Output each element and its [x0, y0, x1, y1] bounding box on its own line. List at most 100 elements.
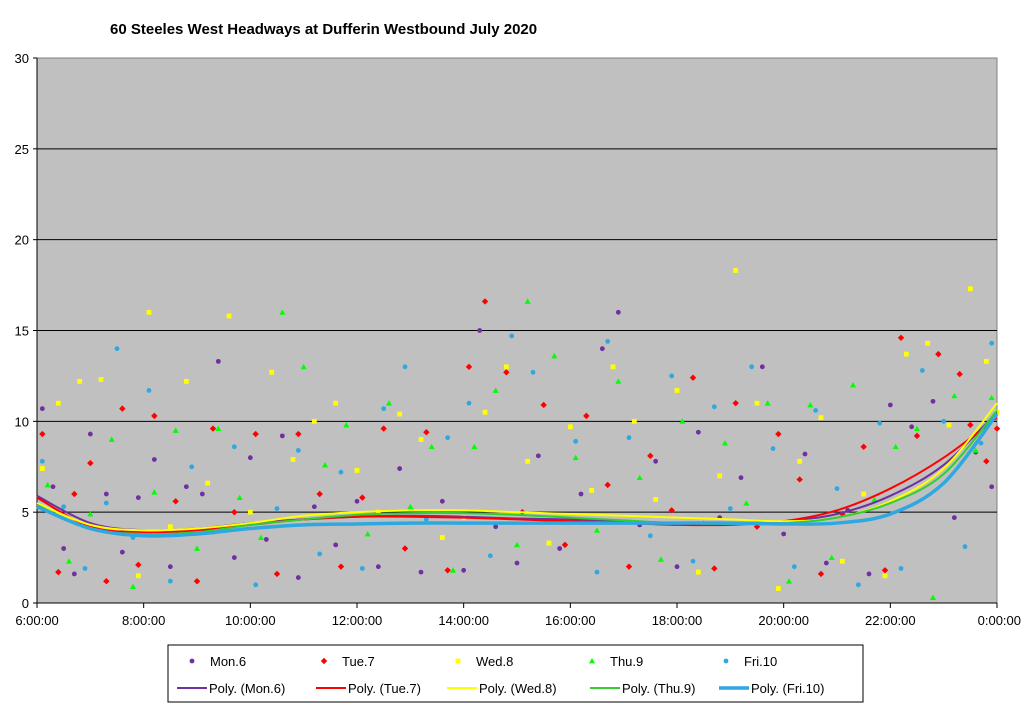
y-tick-label: 15 [15, 324, 29, 339]
trendline-poly-thu-9 [36, 409, 998, 536]
data-point [338, 469, 344, 475]
legend-label: Wed.8 [476, 654, 513, 669]
data-point [333, 400, 339, 406]
data-point [636, 474, 643, 481]
data-point [882, 573, 888, 579]
data-point [359, 566, 365, 571]
data-point [193, 578, 201, 585]
legend-label: Tue.7 [342, 654, 375, 669]
data-point [813, 408, 819, 413]
data-point [941, 418, 947, 424]
data-point [44, 481, 51, 488]
data-point [103, 578, 110, 585]
data-point [114, 527, 120, 533]
data-point [599, 346, 605, 352]
data-point [605, 339, 611, 344]
x-tick-label: 8:00:00 [122, 613, 165, 628]
data-point [658, 556, 664, 562]
data-point [711, 565, 718, 572]
data-point [535, 453, 541, 459]
data-point [743, 500, 750, 506]
data-point [273, 570, 281, 578]
data-point [135, 495, 141, 501]
data-point [797, 458, 803, 464]
data-point [253, 582, 259, 588]
data-point [397, 466, 403, 471]
data-point [130, 583, 136, 590]
data-point [444, 567, 451, 574]
data-point [983, 458, 990, 465]
data-point [935, 350, 942, 358]
data-point [546, 540, 552, 546]
data-point [471, 443, 478, 450]
data-point [962, 544, 968, 550]
data-point [594, 569, 600, 575]
data-point [492, 387, 499, 393]
data-point [247, 509, 253, 515]
data-point [695, 429, 701, 435]
data-point [487, 553, 493, 559]
data-point [733, 268, 739, 273]
data-point [861, 491, 867, 497]
data-point [807, 401, 814, 408]
data-point [481, 298, 489, 305]
data-point [749, 364, 755, 370]
data-point [61, 504, 67, 510]
series-tue-7 [39, 298, 1001, 585]
data-point [695, 569, 701, 575]
data-point [183, 378, 189, 384]
data-point [146, 309, 152, 315]
data-point [951, 392, 958, 399]
data-point [381, 406, 387, 412]
data-point [594, 527, 600, 533]
data-point [951, 515, 957, 521]
data-point [418, 569, 424, 575]
data-point [647, 533, 653, 539]
data-point [439, 535, 445, 540]
y-tick-label: 25 [15, 142, 29, 157]
data-point [465, 363, 473, 371]
data-point [189, 464, 195, 470]
data-point [930, 594, 936, 600]
data-point [151, 457, 157, 462]
data-point [615, 378, 622, 384]
data-point [978, 440, 984, 446]
data-point [930, 398, 936, 404]
data-point [103, 500, 109, 506]
data-point [887, 402, 893, 408]
data-point [311, 418, 317, 424]
data-point [450, 567, 456, 573]
data-point [151, 412, 158, 420]
data-point [674, 564, 680, 570]
data-point [247, 455, 253, 461]
data-point [791, 564, 797, 570]
data-point [461, 567, 467, 573]
data-point [956, 370, 963, 378]
data-point [317, 551, 323, 557]
data-point [477, 328, 483, 333]
data-point [205, 480, 211, 486]
data-point [903, 351, 909, 357]
data-point [514, 560, 520, 566]
data-point [877, 420, 883, 426]
data-point [135, 561, 142, 569]
data-point [439, 498, 445, 504]
y-tick-label: 0 [22, 596, 29, 611]
data-point [386, 400, 392, 406]
data-point [66, 558, 72, 564]
data-point [172, 427, 179, 433]
data-point [909, 424, 915, 430]
data-point [727, 506, 733, 511]
x-tick-label: 12:00:00 [332, 613, 383, 628]
legend-marker [189, 658, 195, 664]
data-point [77, 378, 83, 384]
data-point [717, 473, 723, 479]
data-point [194, 545, 200, 551]
data-point [316, 490, 323, 498]
data-point [295, 448, 301, 453]
data-point [615, 309, 621, 315]
data-point [759, 364, 765, 370]
x-tick-label: 14:00:00 [438, 613, 489, 628]
data-point [39, 406, 45, 412]
